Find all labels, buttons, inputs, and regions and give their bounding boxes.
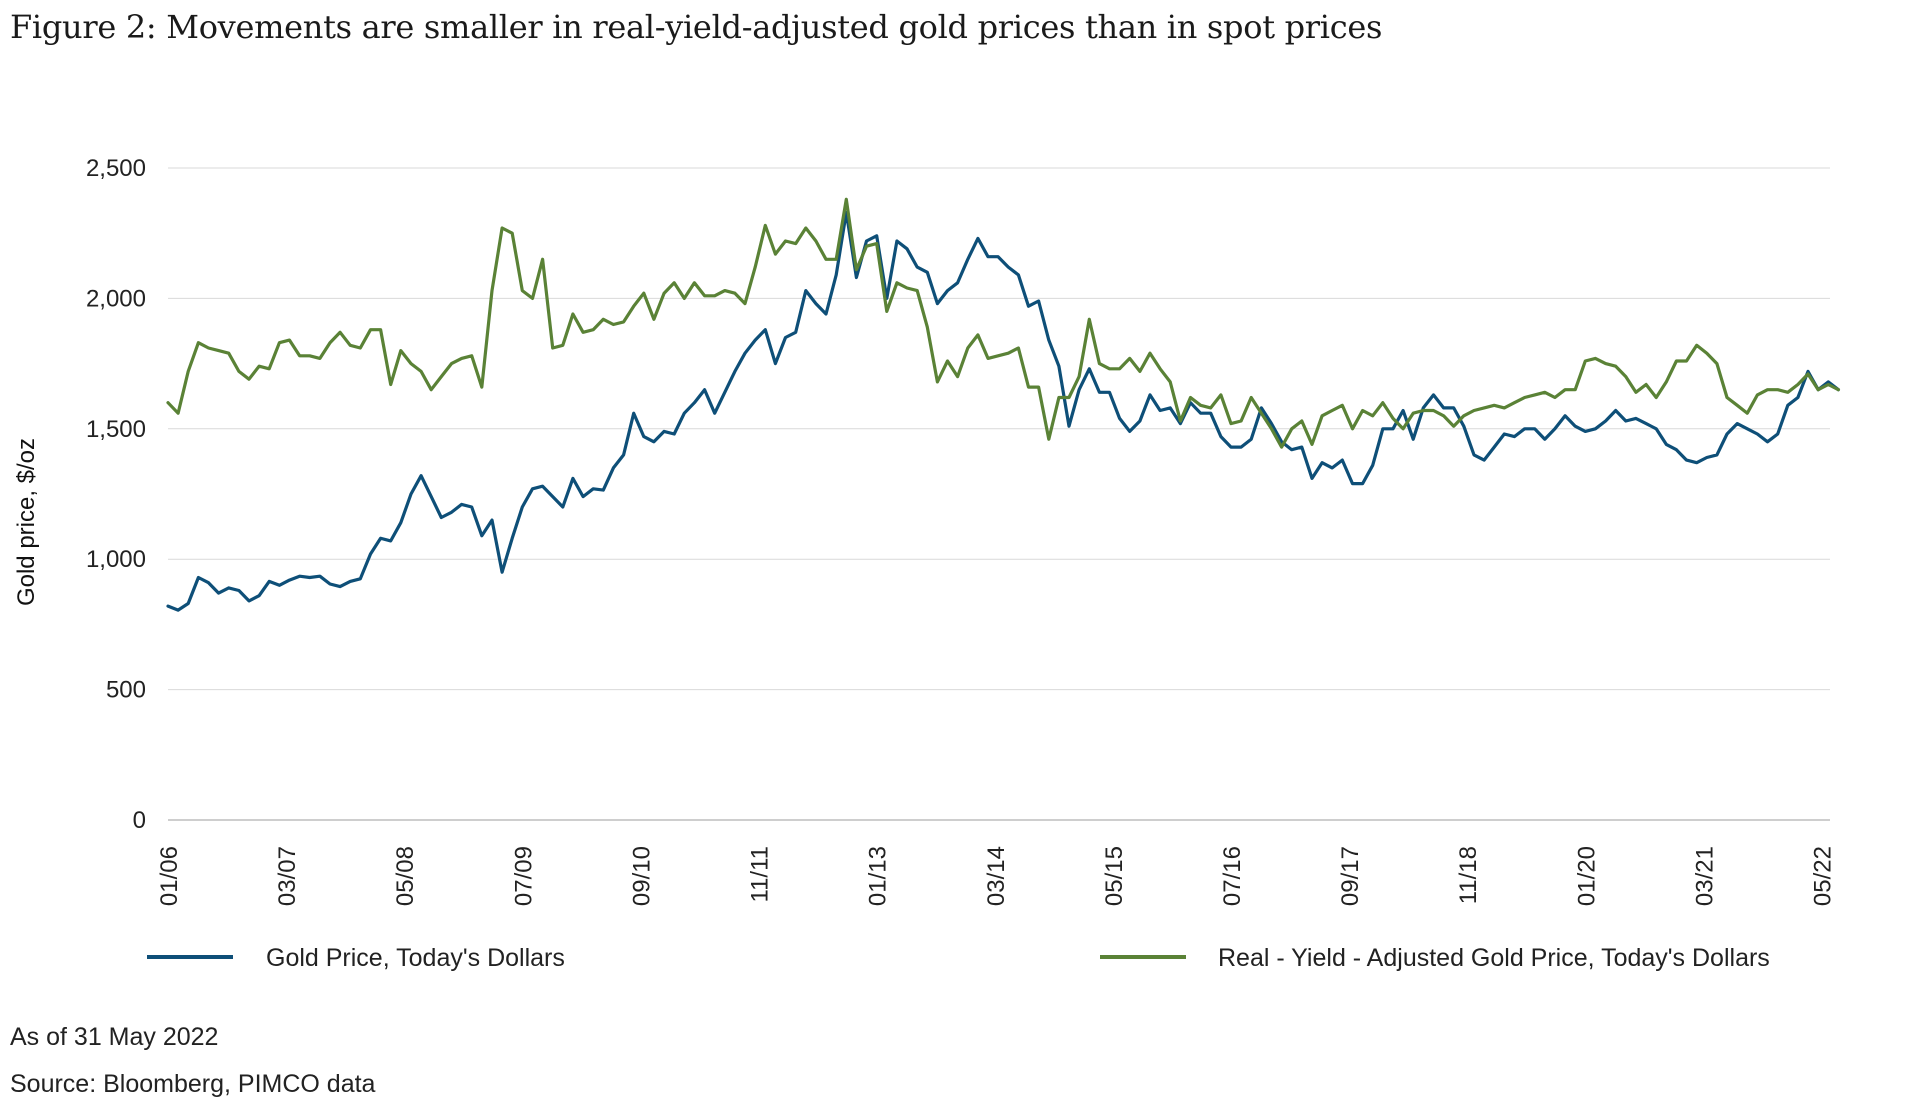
gridlines <box>168 167 1830 821</box>
y-axis-ticks: 0 500 1,000 1,500 2,000 2,500 <box>86 155 146 834</box>
x-tick-label: 09/10 <box>628 846 655 906</box>
x-tick-label: 07/09 <box>510 846 537 906</box>
legend-label-gold-price: Gold Price, Today's Dollars <box>266 944 565 972</box>
x-tick-label: 11/11 <box>747 846 774 903</box>
x-tick-label: 03/14 <box>983 846 1010 906</box>
x-tick-label: 07/16 <box>1219 846 1246 906</box>
x-tick-label: 05/08 <box>392 846 419 906</box>
x-tick-label: 01/06 <box>156 846 183 906</box>
y-tick-label: 1,500 <box>86 416 146 443</box>
series-lines <box>166 197 1840 612</box>
series-line-real-yield-adjusted <box>166 197 1840 449</box>
series-line-gold-price <box>166 210 1840 612</box>
y-tick-label: 0 <box>133 807 146 834</box>
x-tick-label: 05/22 <box>1809 846 1836 906</box>
x-tick-label: 05/15 <box>1101 846 1128 906</box>
y-tick-label: 500 <box>106 677 146 704</box>
x-tick-label: 01/13 <box>865 846 892 906</box>
y-axis-label: Gold price, $/oz <box>13 438 40 606</box>
y-tick-label: 2,000 <box>86 285 146 312</box>
legend: Gold Price, Today's Dollars Real - Yield… <box>147 944 1770 972</box>
footnote-as-of: As of 31 May 2022 <box>10 1023 219 1051</box>
x-tick-label: 01/20 <box>1573 846 1600 906</box>
x-tick-label: 03/07 <box>274 846 301 906</box>
chart-title: Figure 2: Movements are smaller in real-… <box>10 8 1383 46</box>
y-tick-label: 2,500 <box>86 155 146 182</box>
y-tick-label: 1,000 <box>86 546 146 573</box>
footnote-source: Source: Bloomberg, PIMCO data <box>10 1070 376 1098</box>
x-tick-label: 09/17 <box>1337 846 1364 906</box>
legend-label-real-yield-adjusted: Real - Yield - Adjusted Gold Price, Toda… <box>1218 944 1770 972</box>
x-axis-ticks: 01/06 03/07 05/08 07/09 09/10 11/11 01/13 03/14… <box>156 846 1836 906</box>
x-tick-label: 11/18 <box>1455 846 1482 904</box>
x-tick-label: 03/21 <box>1691 846 1718 906</box>
